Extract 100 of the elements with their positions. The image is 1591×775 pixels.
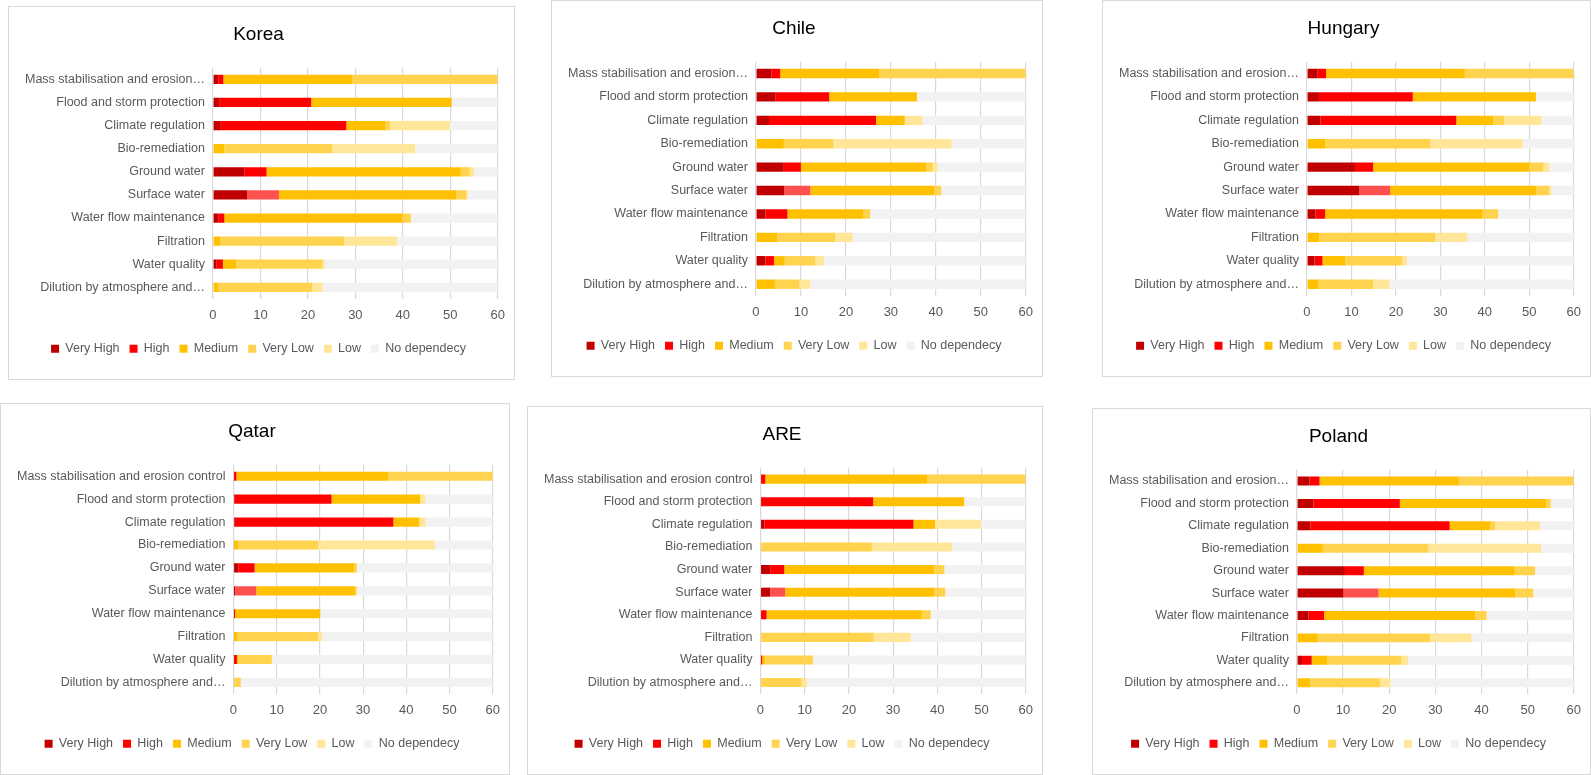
- bar: [1449, 521, 1491, 531]
- bar: [213, 120, 221, 131]
- bar: [1317, 68, 1327, 79]
- bar: [944, 565, 1026, 575]
- y-tick-label: Flood and storm protection: [603, 494, 753, 509]
- y-tick-label: Climate regulation: [1188, 518, 1289, 533]
- legend-label: Very High: [65, 341, 120, 356]
- x-tick-label: 40: [399, 702, 414, 718]
- bar: [1324, 610, 1476, 620]
- bar: [1313, 498, 1400, 508]
- bar: [835, 232, 853, 243]
- bar: [425, 494, 493, 504]
- bar: [218, 74, 224, 84]
- x-tick-label: 40: [1474, 702, 1489, 718]
- bar: [213, 167, 245, 177]
- bar: [1310, 678, 1380, 688]
- bar: [1297, 566, 1345, 576]
- y-tick-label: Dilution by atmosphere and…: [587, 675, 753, 690]
- y-tick-label: Bio-remediation: [117, 141, 205, 156]
- bar: [388, 471, 493, 481]
- legend-label: Medium: [729, 338, 774, 353]
- bar: [777, 232, 836, 243]
- bar: [922, 115, 1026, 126]
- y-tick-label: Bio-remediation: [1201, 540, 1289, 555]
- bar: [1307, 256, 1315, 266]
- y-tick-label: Water quality: [152, 651, 227, 666]
- legend-label: Low: [873, 338, 898, 353]
- x-tick-label: 20: [838, 304, 854, 320]
- x-tick-label: 50: [1520, 702, 1535, 718]
- y-tick-label: Filtration: [700, 229, 748, 244]
- y-tick-label: Filtration: [1251, 229, 1299, 244]
- bar: [761, 542, 872, 552]
- bar: [390, 120, 450, 131]
- bar: [862, 209, 871, 219]
- bar: [1315, 209, 1326, 219]
- bar: [235, 586, 257, 596]
- y-tick-label: Flood and storm protection: [599, 89, 748, 104]
- bar: [1482, 209, 1499, 219]
- y-tick-label: Climate regulation: [1198, 112, 1299, 127]
- legend-label: Very High: [588, 736, 644, 751]
- x-tick-label: 0: [1293, 702, 1301, 718]
- bar: [393, 517, 420, 527]
- bar: [813, 655, 1026, 665]
- bar: [354, 563, 358, 573]
- x-tick-label: 0: [756, 702, 765, 718]
- chart-title: Hungary: [1307, 16, 1380, 38]
- y-tick-label: Flood and storm protection: [1140, 495, 1289, 510]
- y-tick-label: Flood and storm protection: [76, 491, 226, 506]
- x-tick-label: 50: [443, 307, 458, 323]
- bar: [934, 565, 945, 575]
- bar: [234, 494, 332, 504]
- legend-label: No dependecy: [920, 338, 1003, 353]
- bar: [926, 162, 933, 172]
- bar: [761, 587, 771, 597]
- legend-label: Low: [338, 341, 363, 356]
- bar: [873, 632, 911, 642]
- bar: [1543, 162, 1550, 172]
- bar: [1399, 498, 1547, 508]
- x-tick-label: 20: [1381, 702, 1397, 718]
- bar: [964, 497, 1026, 507]
- legend-label: High: [1223, 736, 1250, 751]
- bar: [244, 167, 267, 177]
- bar: [756, 185, 785, 196]
- bar: [823, 256, 1026, 266]
- x-tick-label: 10: [1335, 702, 1351, 718]
- bar: [397, 236, 498, 246]
- bar: [756, 115, 769, 126]
- chart-title: Poland: [1308, 424, 1369, 446]
- bar: [419, 517, 426, 527]
- x-tick-label: 60: [1566, 702, 1581, 718]
- x-tick-label: 60: [490, 307, 505, 323]
- bar: [1359, 185, 1391, 196]
- x-tick-label: 50: [442, 702, 457, 718]
- bar: [1344, 566, 1364, 576]
- bar: [904, 115, 923, 126]
- bar: [311, 97, 452, 108]
- bar: [223, 74, 353, 84]
- bar: [1314, 256, 1323, 266]
- bar: [271, 654, 493, 665]
- bar: [235, 609, 321, 619]
- bar: [332, 144, 416, 154]
- bar: [357, 563, 493, 573]
- bar: [1308, 610, 1325, 620]
- bar: [815, 256, 824, 266]
- bar: [222, 259, 237, 269]
- y-tick-label: Ground water: [129, 164, 205, 179]
- bar: [213, 144, 225, 154]
- bar: [756, 209, 766, 219]
- x-tick-label: 60: [1566, 304, 1581, 320]
- bar: [324, 259, 498, 269]
- bar: [1540, 521, 1574, 531]
- bar: [410, 213, 498, 223]
- bar: [220, 120, 347, 131]
- y-tick-label: Surface water: [148, 583, 226, 598]
- y-tick-label: Bio-remediation: [664, 539, 753, 554]
- bar: [761, 565, 771, 575]
- bar: [474, 167, 498, 177]
- x-tick-label: 0: [209, 307, 217, 323]
- bar: [1327, 655, 1402, 665]
- bar: [1307, 115, 1321, 126]
